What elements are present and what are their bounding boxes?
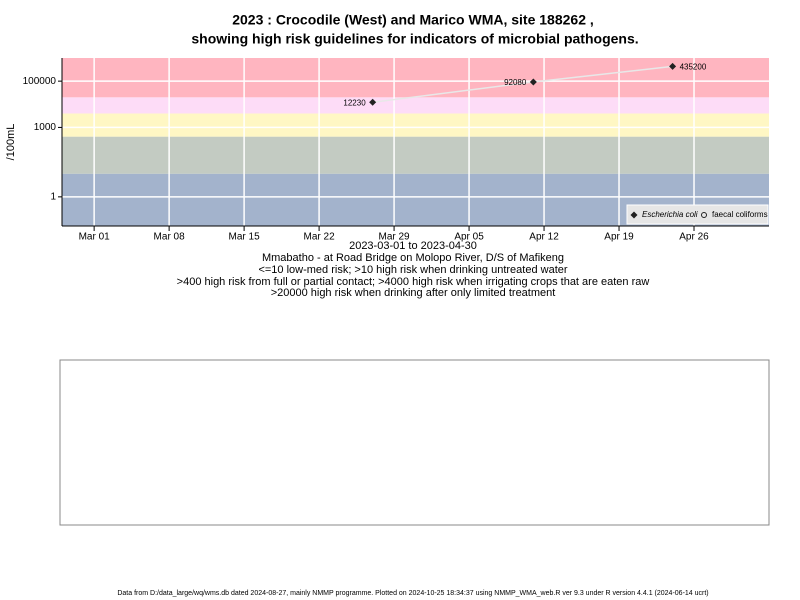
risk-band bbox=[62, 58, 769, 98]
x-axis-label: 2023-03-01 to 2023-04-30 bbox=[349, 240, 477, 252]
note: >20000 high risk when drinking after onl… bbox=[271, 287, 556, 299]
data-label: 12230 bbox=[343, 98, 366, 107]
risk-band bbox=[62, 97, 769, 114]
data-point bbox=[669, 62, 677, 70]
x-tick-label: Mar 15 bbox=[229, 232, 261, 243]
x-tick-label: Mar 22 bbox=[304, 232, 336, 243]
chart-title: 2023 : Crocodile (West) and Marico WMA, … bbox=[232, 12, 594, 28]
data-label: 435200 bbox=[680, 62, 707, 71]
y-tick-label: 1 bbox=[50, 191, 56, 202]
data-point bbox=[529, 78, 537, 86]
data-label: 92080 bbox=[504, 78, 527, 87]
legend-marker bbox=[630, 211, 638, 219]
chart-title: showing high risk guidelines for indicat… bbox=[191, 31, 638, 47]
x-tick-label: Mar 29 bbox=[379, 232, 411, 243]
legend-marker bbox=[701, 212, 707, 218]
risk-band bbox=[62, 136, 769, 174]
empty-panel bbox=[59, 359, 770, 526]
x-tick-label: Apr 26 bbox=[679, 232, 709, 243]
note: <=10 low-med risk; >10 high risk when dr… bbox=[258, 264, 567, 276]
legend-box bbox=[626, 204, 769, 225]
y-axis-label: /100mL bbox=[5, 124, 17, 161]
x-tick-label: Apr 05 bbox=[454, 232, 484, 243]
y-tick-label: 100000 bbox=[23, 76, 57, 87]
data-point bbox=[369, 98, 377, 106]
legend-label: faecal coliforms bbox=[712, 210, 768, 219]
x-tick-label: Mar 08 bbox=[154, 232, 186, 243]
risk-band bbox=[62, 113, 769, 137]
legend-label: Escherichia coli bbox=[642, 210, 698, 219]
x-tick-label: Apr 19 bbox=[604, 232, 634, 243]
note: >400 high risk from full or partial cont… bbox=[177, 276, 650, 288]
y-tick-label: 1000 bbox=[34, 122, 57, 133]
x-tick-label: Apr 12 bbox=[529, 232, 559, 243]
site-label: Mmabatho - at Road Bridge on Molopo Rive… bbox=[262, 252, 564, 264]
x-tick-label: Mar 01 bbox=[79, 232, 111, 243]
footer: Data from D:/data_large/wq/wms.db dated … bbox=[117, 590, 708, 597]
